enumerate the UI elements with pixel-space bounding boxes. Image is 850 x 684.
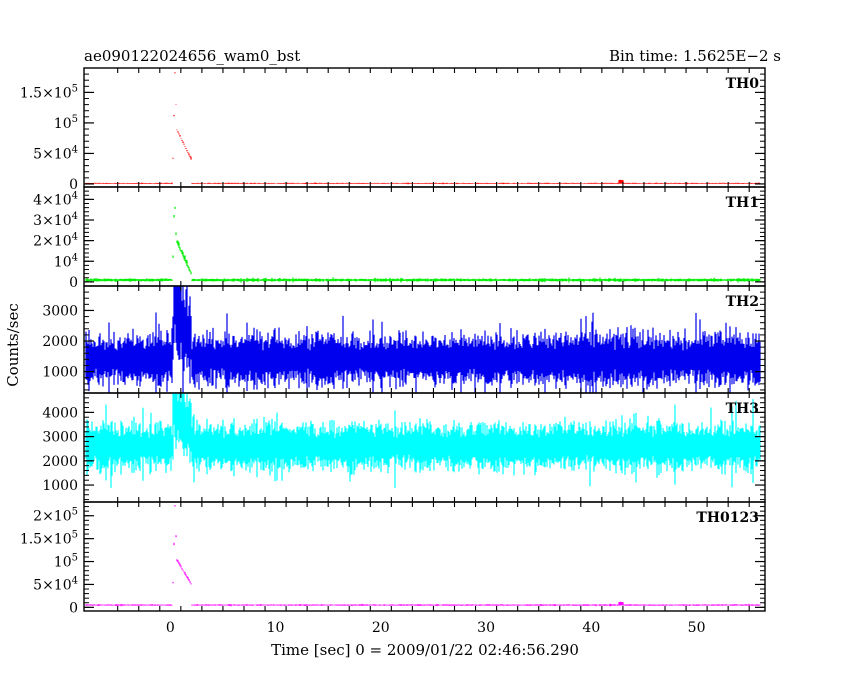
plot-title-left: ae090122024656_wam0_bst — [84, 47, 300, 65]
y-tick-label: 5×104 — [33, 575, 78, 593]
y-tick-label: 3000 — [42, 430, 78, 446]
series-th0 — [85, 72, 761, 185]
y-tick-label: 4000 — [42, 405, 78, 421]
y-tick-label: 105 — [54, 114, 78, 132]
y-tick-label: 3000 — [42, 303, 78, 319]
panel-label: TH0123 — [696, 510, 759, 526]
y-tick-label: 1000 — [42, 478, 78, 494]
series-th2 — [85, 286, 761, 393]
bin-time-label: Bin time: 1.5625E−2 s — [609, 47, 781, 65]
panel-th0123: 0 5×104 105 1.5×105 2×105 TH0123 — [20, 501, 766, 616]
y-tick-label: 2000 — [42, 334, 78, 350]
y-tick-label: 105 — [54, 553, 78, 571]
panel-frame — [83, 501, 766, 612]
series-th3 — [85, 393, 761, 488]
x-tick-label: 30 — [477, 620, 495, 636]
series-th0123 — [85, 505, 761, 607]
panel-label: TH2 — [726, 294, 759, 310]
panel-th0: 0 5×104 105 1.5×105 TH0 — [20, 67, 766, 193]
panels-group: 0 5×104 105 1.5×105 TH0 0 104 2×104 3×104 4×104 TH… — [20, 67, 766, 636]
y-tick-label: 1.5×105 — [20, 83, 78, 101]
panel-label: TH3 — [726, 401, 759, 417]
y-tick-label: 0 — [69, 177, 78, 193]
y-tick-label: 0 — [69, 600, 78, 616]
y-tick-label: 0 — [69, 275, 78, 291]
y-tick-label: 3×104 — [33, 211, 78, 229]
y-tick-label: 2×105 — [33, 507, 78, 525]
y-tick-label: 104 — [54, 252, 78, 270]
panel-th1: 0 104 2×104 3×104 4×104 TH1 — [33, 186, 766, 291]
y-tick-label: 1.5×105 — [20, 530, 78, 548]
x-tick-label: 50 — [688, 620, 706, 636]
y-tick-label: 1000 — [42, 365, 78, 381]
panel-frame — [83, 67, 766, 188]
panel-th3: 1000 2000 3000 4000 TH3 — [42, 392, 766, 503]
x-axis-label: Time [sec] 0 = 2009/01/22 02:46:56.290 — [271, 641, 579, 659]
y-tick-label: 2000 — [42, 454, 78, 470]
y-tick-label: 4×104 — [33, 190, 78, 208]
x-tick-label: 20 — [372, 620, 390, 636]
y-axis-label: Counts/sec — [4, 303, 22, 387]
panel-frame — [83, 186, 766, 287]
y-tick-label: 2×104 — [33, 232, 78, 250]
series-th1 — [85, 206, 761, 283]
panel-th2: 1000 2000 3000 TH2 — [42, 285, 766, 394]
y-tick-label: 5×104 — [33, 144, 78, 162]
x-tick-label: 40 — [582, 620, 600, 636]
x-tick-label: 0 — [166, 620, 175, 636]
x-tick-label: 10 — [267, 620, 285, 636]
panel-label: TH1 — [726, 195, 759, 211]
panel-label: TH0 — [726, 76, 760, 92]
